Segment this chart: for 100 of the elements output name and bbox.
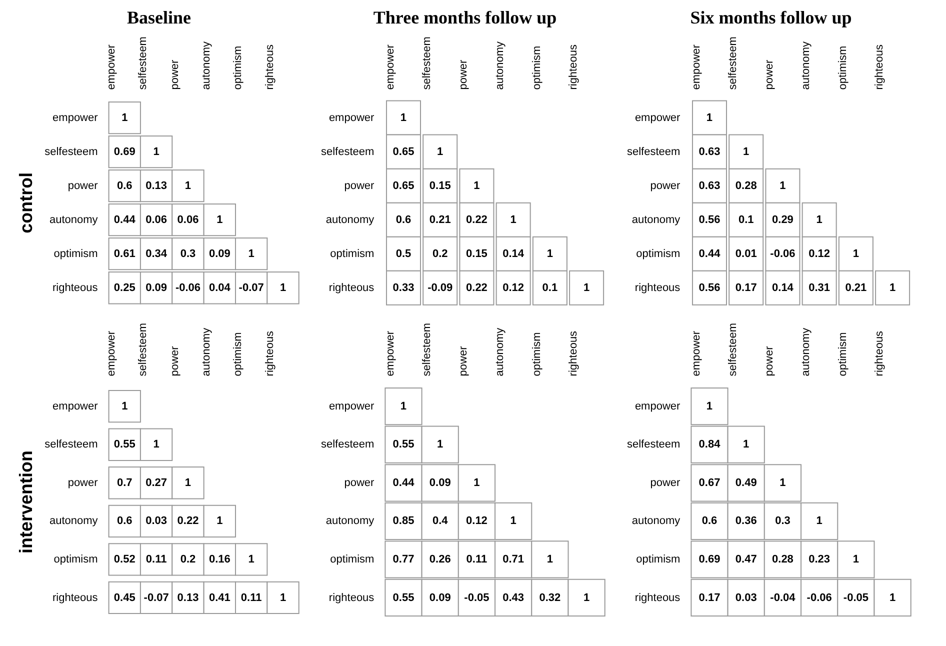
- y-tick-label: selfesteem: [626, 146, 680, 158]
- data-label: 1: [248, 553, 254, 566]
- data-label: 0.03: [735, 592, 757, 604]
- data-label: 0.47: [735, 553, 757, 566]
- data-label: 0.17: [698, 592, 720, 604]
- data-label: 0.04: [208, 282, 232, 294]
- data-label: 0.28: [772, 553, 794, 566]
- data-label: 1: [743, 146, 750, 158]
- data-label: 1: [706, 112, 713, 124]
- x-tick-label: power: [764, 346, 776, 376]
- y-tick-label: power: [344, 180, 375, 192]
- y-tick-label: empower: [634, 400, 681, 412]
- data-label: -0.05: [843, 592, 868, 604]
- y-tick-label: selfesteem: [320, 146, 374, 158]
- data-label: 1: [216, 214, 223, 226]
- data-label: 0.22: [466, 214, 488, 226]
- chart-title: Six months follow up: [690, 7, 852, 28]
- y-tick-label: optimism: [330, 553, 374, 566]
- data-label: 0.22: [177, 515, 199, 528]
- data-label: 0.36: [735, 515, 757, 528]
- data-label: 1: [816, 515, 822, 528]
- data-label: 0.12: [808, 248, 830, 260]
- y-tick-label: empower: [52, 400, 98, 412]
- data-label: 0.65: [392, 180, 414, 192]
- y-tick-label: power: [68, 476, 98, 489]
- x-tick-label: righteous: [567, 44, 580, 90]
- data-label: 0.6: [116, 515, 132, 528]
- data-label: 1: [437, 438, 444, 451]
- data-label: 0.1: [738, 214, 754, 226]
- data-label: 0.7: [116, 476, 132, 489]
- y-tick-label: righteous: [634, 592, 681, 604]
- y-tick-label: righteous: [328, 592, 375, 604]
- data-label: 1: [248, 248, 254, 260]
- data-label: 1: [474, 476, 480, 489]
- data-label: 0.11: [146, 553, 167, 566]
- x-tick-label: autonomy: [494, 327, 506, 376]
- data-label: 0.14: [502, 248, 525, 260]
- data-label: 0.55: [114, 438, 136, 451]
- x-tick-label: power: [458, 346, 470, 376]
- y-tick-label: power: [650, 180, 681, 192]
- data-label: 0.49: [735, 476, 757, 489]
- data-label: 0.61: [114, 248, 136, 260]
- y-tick-label: righteous: [328, 282, 375, 294]
- data-label: 0.44: [114, 214, 136, 226]
- data-label: 0.29: [772, 214, 794, 226]
- data-label: 1: [184, 180, 192, 192]
- data-label: 0.77: [392, 553, 414, 566]
- x-tick-label: righteous: [873, 44, 886, 90]
- data-label: 0.55: [392, 438, 414, 451]
- data-label: 1: [852, 248, 860, 260]
- y-tick-label: selfesteem: [320, 438, 374, 451]
- data-label: 1: [280, 282, 286, 294]
- x-tick-label: autonomy: [494, 40, 506, 90]
- x-tick-label: autonomy: [800, 327, 812, 376]
- data-label: 0.43: [502, 592, 524, 604]
- y-tick-label: righteous: [634, 282, 681, 294]
- x-tick-label: power: [168, 346, 181, 376]
- data-label: 0.69: [698, 553, 720, 566]
- data-label: 1: [280, 592, 286, 604]
- y-tick-label: power: [344, 476, 375, 489]
- data-label: 0.31: [808, 282, 830, 294]
- y-tick-label: optimism: [54, 553, 98, 566]
- data-label: 0.63: [698, 146, 720, 158]
- data-label: 0.2: [180, 553, 196, 566]
- x-tick-label: optimism: [530, 332, 543, 376]
- y-tick-label: empower: [328, 112, 375, 124]
- y-tick-label: empower: [52, 112, 98, 124]
- data-label: 1: [400, 400, 407, 412]
- data-label: 0.12: [466, 515, 488, 528]
- data-label: 0.27: [146, 476, 168, 489]
- data-label: 0.09: [429, 592, 451, 604]
- data-label: 0.2: [432, 248, 448, 260]
- data-label: 1: [510, 515, 516, 528]
- data-label: -0.04: [770, 592, 796, 604]
- x-tick-label: righteous: [873, 330, 886, 376]
- y-tick-label: optimism: [636, 248, 680, 260]
- y-axis-title: control: [16, 172, 36, 234]
- data-label: 1: [546, 553, 554, 566]
- data-label: 0.65: [392, 146, 414, 158]
- data-label: 0.17: [735, 282, 757, 294]
- data-label: 0.71: [502, 553, 524, 566]
- x-tick-label: righteous: [567, 330, 580, 376]
- data-label: 0.5: [396, 248, 412, 260]
- data-label: -0.05: [464, 592, 490, 604]
- data-label: 1: [122, 400, 128, 412]
- data-label: 0.6: [116, 180, 132, 192]
- y-tick-label: righteous: [52, 282, 98, 294]
- data-label: 0.16: [208, 553, 230, 566]
- data-label: 0.69: [114, 146, 136, 158]
- x-tick-label: selfesteem: [420, 322, 433, 376]
- data-label: 0.12: [502, 282, 524, 294]
- y-axis-title: intervention: [16, 450, 36, 554]
- y-tick-label: empower: [634, 112, 681, 124]
- data-label: 0.15: [429, 180, 451, 192]
- data-label: 0.09: [208, 248, 230, 260]
- data-label: 0.03: [146, 515, 168, 528]
- data-label: 1: [510, 214, 516, 226]
- data-label: 0.34: [146, 248, 168, 260]
- data-label: 0.06: [177, 214, 199, 226]
- data-label: 1: [546, 248, 554, 260]
